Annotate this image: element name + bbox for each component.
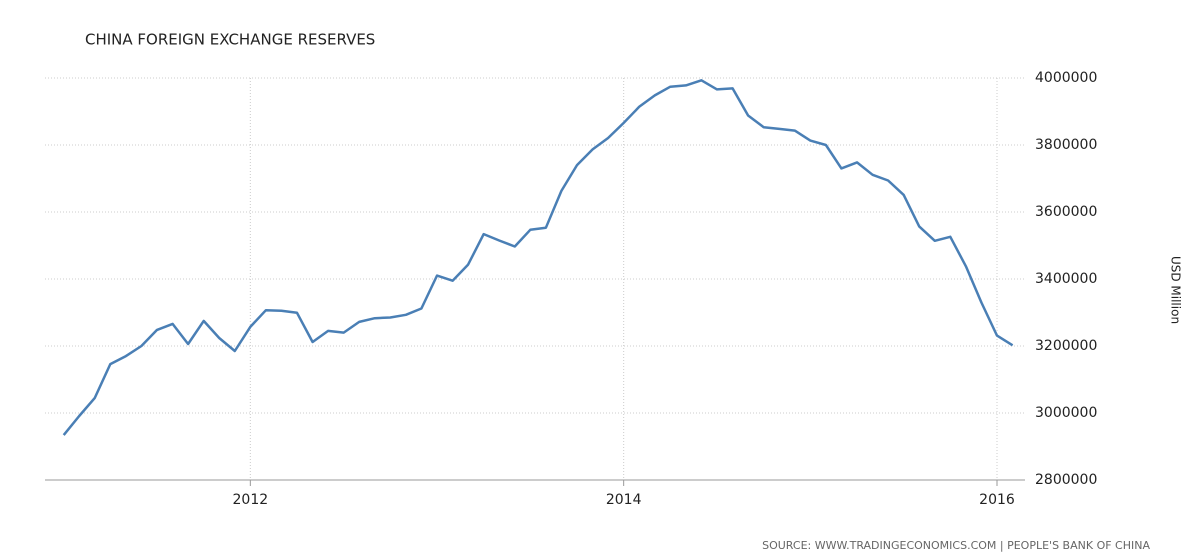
y-tick-label: 3200000 [1035,338,1097,354]
y-tick-label: 3000000 [1035,405,1097,421]
source: SOURCE: WWW.TRADINGECONOMICS.COM | PEOPL… [762,539,1150,552]
x-tick-label: 2014 [606,492,642,508]
y-tick-label: 4000000 [1035,70,1097,86]
y-tick-label: 2800000 [1035,472,1097,488]
y-tick-label: 3800000 [1035,137,1097,153]
y-tick-label: 3400000 [1035,271,1097,287]
chart-title: CHINA FOREIGN EXCHANGE RESERVES [85,31,375,49]
y-axis-label: USD Million [1169,256,1183,324]
x-tick-label: 2012 [233,492,269,508]
series-line [62,79,1014,436]
y-tick-label: 3600000 [1035,204,1097,220]
x-tick-label: 2016 [979,492,1015,508]
